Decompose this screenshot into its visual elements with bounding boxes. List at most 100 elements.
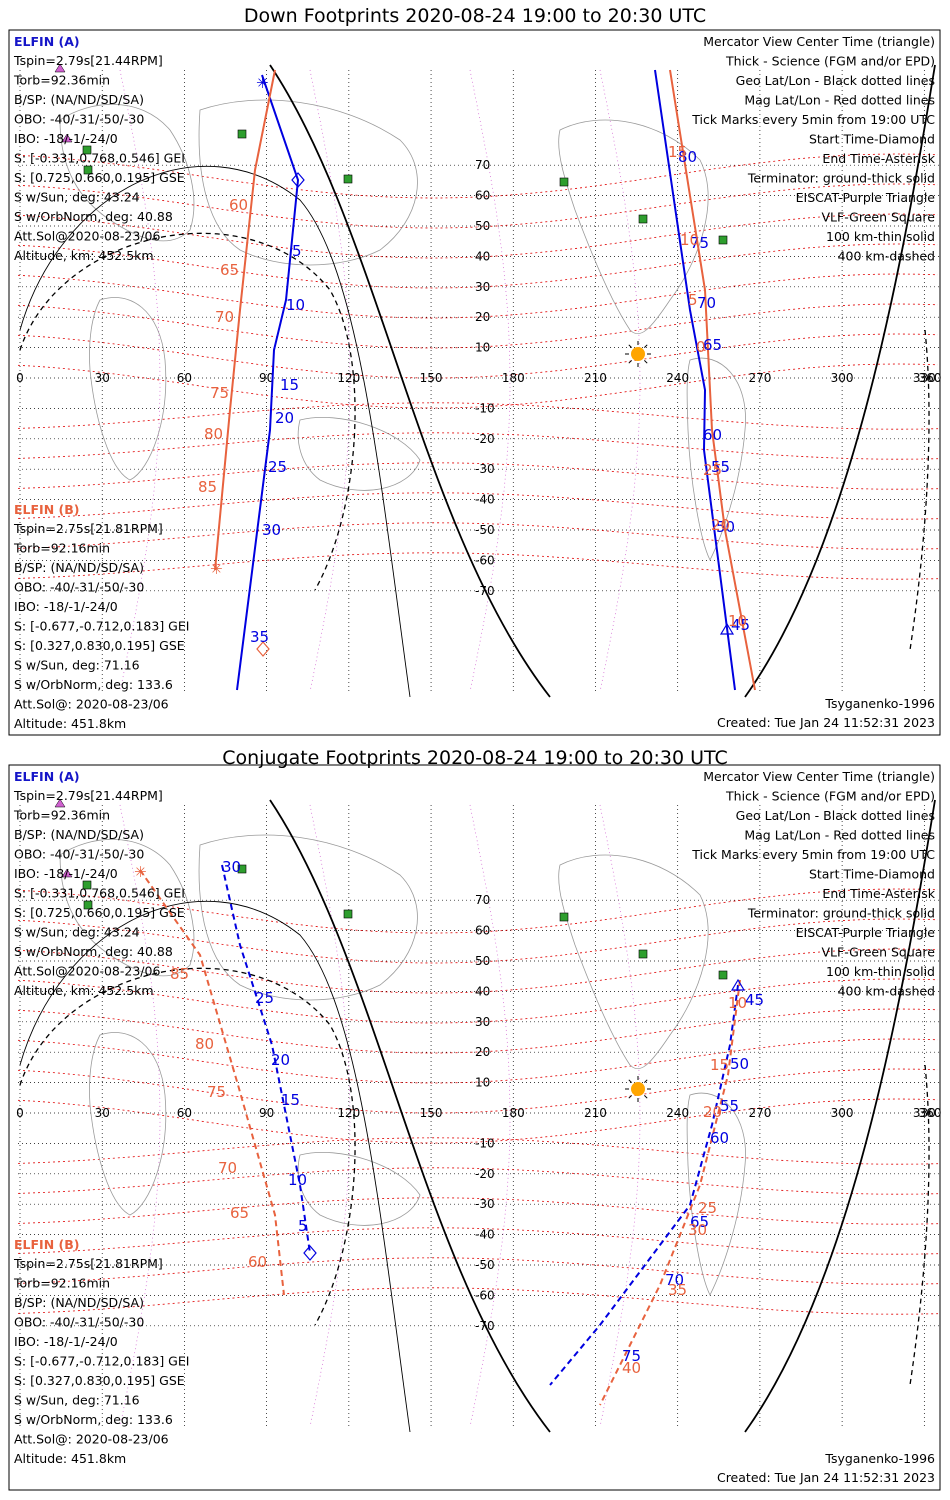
mag-lat-line — [17, 492, 939, 520]
lon-label: 360 — [919, 371, 942, 385]
elfin-a-info-line: S: [0.725,0.660,0.195] GSE — [14, 170, 185, 185]
lat-label: 60 — [475, 924, 490, 938]
vlf-station-marker — [83, 165, 93, 175]
mag-lat-line — [17, 333, 939, 379]
elfin-b-tick-label: 85 — [198, 478, 217, 496]
mag-lat-line — [17, 402, 939, 430]
mag-lat-line — [17, 213, 939, 259]
elfin-b-tick-label: 75 — [207, 1083, 226, 1101]
elfin-b-tick-label: 65 — [220, 261, 239, 279]
elfin-a-info-line: IBO: -18/-1/-24/0 — [14, 866, 118, 881]
vlf-station-marker — [237, 864, 247, 874]
elfin-b-info-line: Torb=92.16min — [13, 541, 110, 556]
lat-label: 50 — [475, 954, 490, 968]
lon-label: 180 — [502, 1106, 525, 1120]
elfin-b-header: ELFIN (B) — [14, 502, 79, 517]
mag-lat-line — [17, 153, 939, 199]
end-time-asterisk: ✳ — [210, 560, 223, 578]
lon-label: 30 — [95, 1106, 110, 1120]
legend-item: Mercator View Center Time (triangle) — [703, 769, 935, 784]
lat-label: 70 — [475, 158, 490, 172]
mag-lat-line — [17, 1167, 939, 1195]
lon-label: 60 — [177, 371, 192, 385]
elfin-a-tick-label: 15 — [280, 376, 299, 394]
mag-lat-line — [17, 978, 939, 1024]
elfin-a-info-line: B/SP: (NA/ND/SD/SA) — [14, 92, 144, 107]
terminator-400km — [909, 1064, 930, 1386]
mag-lat-line — [17, 1197, 939, 1225]
mag-lat-line — [17, 948, 939, 994]
sun-ray — [644, 344, 648, 348]
legend-item: End Time-Asterisk — [822, 886, 935, 901]
lat-label: -40 — [475, 493, 495, 507]
legend-item: 400 km-dashed — [838, 984, 935, 999]
continent-outline — [686, 357, 746, 561]
model-label: Tsyganenko-1996 — [824, 1451, 935, 1466]
elfin-a-tick-label: 5 — [298, 1217, 308, 1235]
mag-lat-line — [17, 243, 939, 289]
elfin-a-tick-label: 5 — [292, 242, 302, 260]
elfin-b-info-line: OBO: -40/-31/-50/-30 — [14, 580, 144, 595]
elfin-a-tick-label: 25 — [255, 989, 274, 1007]
terminator-ground — [744, 799, 936, 1433]
center-time-triangle — [730, 978, 746, 991]
vlf-station-marker — [82, 145, 92, 155]
elfin-b-tick-label: 75 — [210, 384, 229, 402]
mag-lat-line — [17, 303, 939, 349]
lat-label: 30 — [475, 1015, 490, 1029]
elfin-a-track — [549, 984, 739, 1386]
elfin-a-tick-label: 55 — [720, 1097, 739, 1115]
elfin-b-info-line: S w/Sun, deg: 71.16 — [14, 658, 140, 673]
eiscat-marker — [61, 133, 73, 143]
lon-label: 120 — [337, 1106, 360, 1120]
start-time-diamond — [291, 172, 305, 188]
elfin-b-tick-label: 10 — [728, 994, 747, 1012]
elfin-a-info-line: S w/OrbNorm, deg: 40.88 — [14, 944, 173, 959]
elfin-a-tick-label: 45 — [745, 991, 764, 1009]
elfin-b-track — [214, 69, 276, 571]
lat-label: 70 — [475, 893, 490, 907]
mag-lat-line — [17, 1098, 939, 1144]
legend-item: Geo Lat/Lon - Black dotted lines — [736, 73, 935, 88]
lat-label: 50 — [475, 219, 490, 233]
elfin-a-info-line: S: [-0.331,0.768,0.546] GEI — [14, 151, 185, 166]
elfin-b-info-line: Att.Sol@: 2020-08-23/06 — [14, 1432, 169, 1447]
legend-item: EISCAT-Purple Triangle — [796, 925, 936, 940]
mag-lat-line — [17, 918, 939, 964]
elfin-b-tick-label: 60 — [229, 196, 248, 214]
elfin-b-info-line: Tspin=2.75s[21.81RPM] — [13, 521, 163, 536]
elfin-b-tick-label: 10 — [728, 612, 747, 630]
legend-item: Tick Marks every 5min from 19:00 UTC — [691, 847, 935, 862]
continent-outline — [297, 1152, 421, 1226]
lon-label: 60 — [177, 1106, 192, 1120]
lon-label: 90 — [259, 371, 274, 385]
elfin-a-info-line: Tspin=2.79s[21.44RPM] — [13, 53, 163, 68]
terminator-400km — [909, 329, 930, 651]
elfin-b-tick-label: 85 — [170, 965, 189, 983]
lat-label: -50 — [475, 523, 495, 537]
sun-icon — [631, 1082, 645, 1096]
elfin-a-info-line: S w/Sun, deg: 43.24 — [14, 925, 140, 940]
elfin-a-info-line: Att.Sol@2020-08-23/06 — [14, 964, 160, 979]
lon-label: 240 — [666, 371, 689, 385]
lon-label: 300 — [831, 1106, 854, 1120]
legend-item: 100 km-thin solid — [826, 964, 935, 979]
continent-outline — [59, 103, 195, 242]
elfin-b-tick-label: 40 — [622, 1359, 641, 1377]
terminator-ground — [269, 64, 551, 698]
legend-item: Start Time-Diamond — [809, 132, 935, 147]
elfin-a-info-line: OBO: -40/-31/-50/-30 — [14, 112, 144, 127]
elfin-b-tick-label: 20 — [711, 516, 730, 534]
lat-label: -30 — [475, 1197, 495, 1211]
lat-label: 30 — [475, 280, 490, 294]
start-time-diamond — [256, 641, 270, 657]
vlf-station-marker — [559, 177, 569, 187]
elfin-a-info-line: Torb=92.36min — [13, 73, 110, 88]
elfin-b-track — [599, 979, 741, 1406]
lon-label: 210 — [584, 1106, 607, 1120]
legend-item: EISCAT-Purple Triangle — [796, 190, 936, 205]
sun-ray — [644, 1079, 648, 1083]
eiscat-marker — [54, 798, 66, 808]
continent-outline — [198, 834, 418, 1001]
center-time-triangle — [719, 622, 735, 635]
